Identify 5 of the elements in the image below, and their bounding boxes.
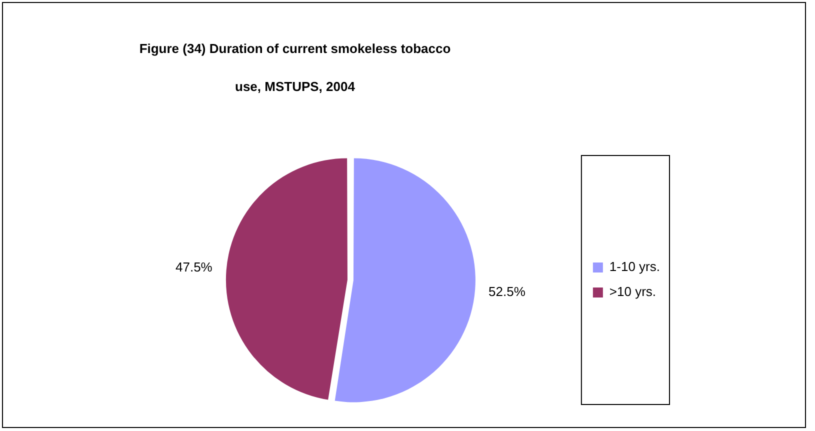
data-label: 52.5% bbox=[488, 284, 526, 299]
legend-label: >10 yrs. bbox=[609, 284, 656, 300]
chart-title: Figure (34) Duration of current smokeless tobacco use, MSTUPS, 2004 bbox=[139, 41, 451, 94]
data-label: 47.5% bbox=[176, 259, 213, 274]
legend-label: 1-10 yrs. bbox=[609, 259, 660, 274]
